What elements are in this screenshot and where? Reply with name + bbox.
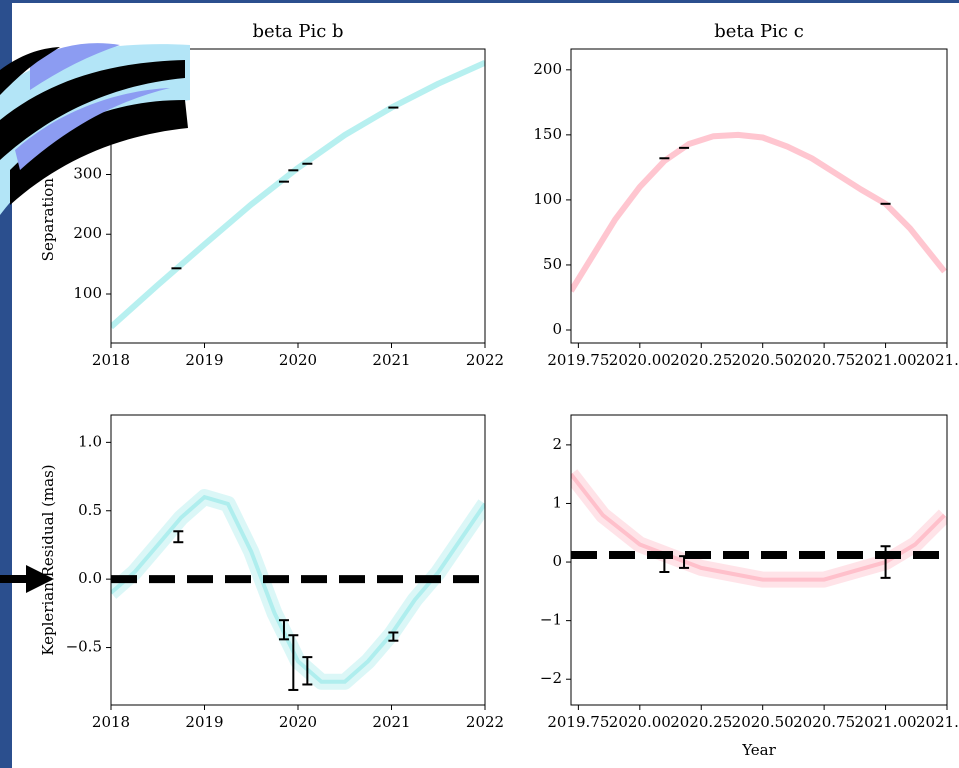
x-tick-label: 2020 xyxy=(279,351,317,369)
y-tick-label: 50 xyxy=(543,255,562,273)
y-tick-label: 300 xyxy=(73,164,102,182)
y-tick-label: 200 xyxy=(533,60,562,78)
x-tick-label: 2021 xyxy=(372,351,410,369)
chart-title: beta Pic c xyxy=(714,21,804,42)
x-tick-label: 2021.25 xyxy=(916,351,959,369)
x-tick-label: 2020.00 xyxy=(609,713,671,731)
x-tick-label: 2021 xyxy=(372,713,410,731)
x-tick-label: 2020 xyxy=(279,713,317,731)
y-tick-label: 0.5 xyxy=(78,501,102,519)
x-tick-label: 2019.75 xyxy=(547,351,609,369)
y-tick-label: 100 xyxy=(533,190,562,208)
y-axis-label: Keplerian Residual (mas) xyxy=(39,464,57,655)
x-tick-label: 2019.75 xyxy=(547,713,609,731)
x-tick-label: 2020.25 xyxy=(670,713,732,731)
y-tick-label: −1 xyxy=(540,611,562,629)
x-axis-label: Year xyxy=(741,741,776,759)
y-tick-label: 1.0 xyxy=(78,432,102,450)
x-tick-label: 2020.50 xyxy=(732,713,794,731)
y-tick-label: 2 xyxy=(552,435,562,453)
y-tick-label: 200 xyxy=(73,224,102,242)
x-tick-label: 2021.25 xyxy=(916,713,959,731)
x-tick-label: 2020.25 xyxy=(670,351,732,369)
y-tick-label: −0.5 xyxy=(66,638,102,656)
figure: 20182019202020212022100200300400beta Pic… xyxy=(0,0,959,768)
y-tick-label: 150 xyxy=(533,125,562,143)
y-tick-label: 100 xyxy=(73,284,102,302)
x-tick-label: 2021.00 xyxy=(855,713,917,731)
x-tick-label: 2020.50 xyxy=(732,351,794,369)
top-bar xyxy=(0,0,959,3)
x-tick-label: 2020.75 xyxy=(793,351,855,369)
x-tick-label: 2018 xyxy=(92,351,130,369)
y-tick-label: 0 xyxy=(552,552,562,570)
page: 20182019202020212022100200300400beta Pic… xyxy=(0,0,959,768)
y-tick-label: 1 xyxy=(552,493,562,511)
arrow-shaft xyxy=(0,575,28,583)
y-tick-label: 0 xyxy=(552,320,562,338)
x-tick-label: 2021.00 xyxy=(855,351,917,369)
x-tick-label: 2020.00 xyxy=(609,351,671,369)
x-tick-label: 2019 xyxy=(185,713,223,731)
y-tick-label: 0.0 xyxy=(78,569,102,587)
x-tick-label: 2022 xyxy=(466,351,504,369)
chart-title: beta Pic b xyxy=(252,21,343,42)
x-tick-label: 2018 xyxy=(92,713,130,731)
y-tick-label: −2 xyxy=(540,669,562,687)
x-tick-label: 2022 xyxy=(466,713,504,731)
x-tick-label: 2020.75 xyxy=(793,713,855,731)
x-tick-label: 2019 xyxy=(185,351,223,369)
